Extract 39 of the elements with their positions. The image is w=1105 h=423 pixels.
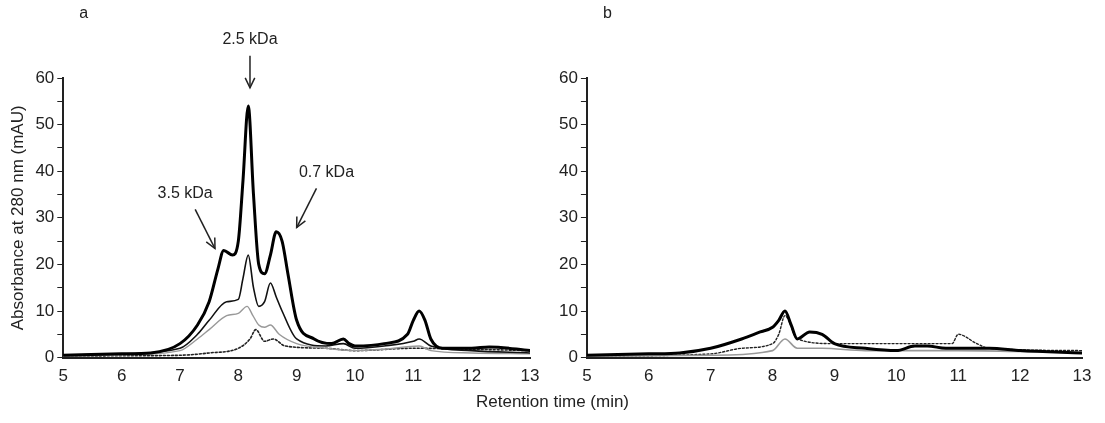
x-tick-label: 11 (949, 366, 968, 386)
x-axis-title: Retention time (min) (474, 392, 631, 412)
x-tick-label: 12 (462, 366, 482, 386)
x-tick-label: 7 (705, 366, 716, 386)
y-tick-label: 40 (35, 160, 55, 180)
y-tick-label: 60 (35, 67, 55, 87)
x-tick-label: 13 (1072, 366, 1092, 386)
y-axis-title: Absorbance at 280 nm (mAU) (7, 105, 27, 331)
x-tick-label: 6 (644, 366, 654, 386)
chart-title: a (79, 4, 89, 22)
y-tick-label: 60 (558, 67, 578, 87)
y-tick-label: 0 (568, 347, 578, 367)
y-tick-label: 10 (35, 300, 55, 320)
text: 2.5 kDa (222, 30, 278, 48)
y-tick-label: 10 (558, 300, 578, 320)
x-tick-label: 13 (520, 366, 540, 386)
x-tick-label: 5 (582, 366, 592, 386)
y-tick-label: 0 (44, 347, 55, 367)
x-tick-label: 7 (175, 366, 185, 386)
x-tick-label: 9 (829, 366, 840, 386)
y-tick-label: 40 (558, 160, 578, 180)
y-tick-label: 20 (35, 254, 55, 274)
x-tick-label: 8 (767, 366, 778, 386)
annotation: 3.5 kDa (157, 183, 213, 201)
x-tick-label: 6 (116, 366, 127, 386)
y-tick-label: 20 (558, 254, 578, 274)
y-tick-label: 30 (35, 207, 55, 227)
y-tick-label: 30 (558, 207, 578, 227)
y-tick-label: 50 (558, 114, 578, 134)
x-tick-label: 12 (1010, 366, 1030, 386)
x-tick-label: 11 (404, 366, 423, 386)
y-tick-label: 50 (35, 114, 55, 134)
x-tick-label: 8 (233, 366, 244, 386)
x-tick-label: 10 (886, 366, 906, 386)
x-tick-label: 5 (58, 366, 69, 386)
x-tick-label: 9 (291, 366, 302, 386)
chart-title: b (602, 4, 612, 22)
x-tick-label: 10 (345, 366, 365, 386)
annotation: 0.7 kDa (298, 162, 355, 180)
